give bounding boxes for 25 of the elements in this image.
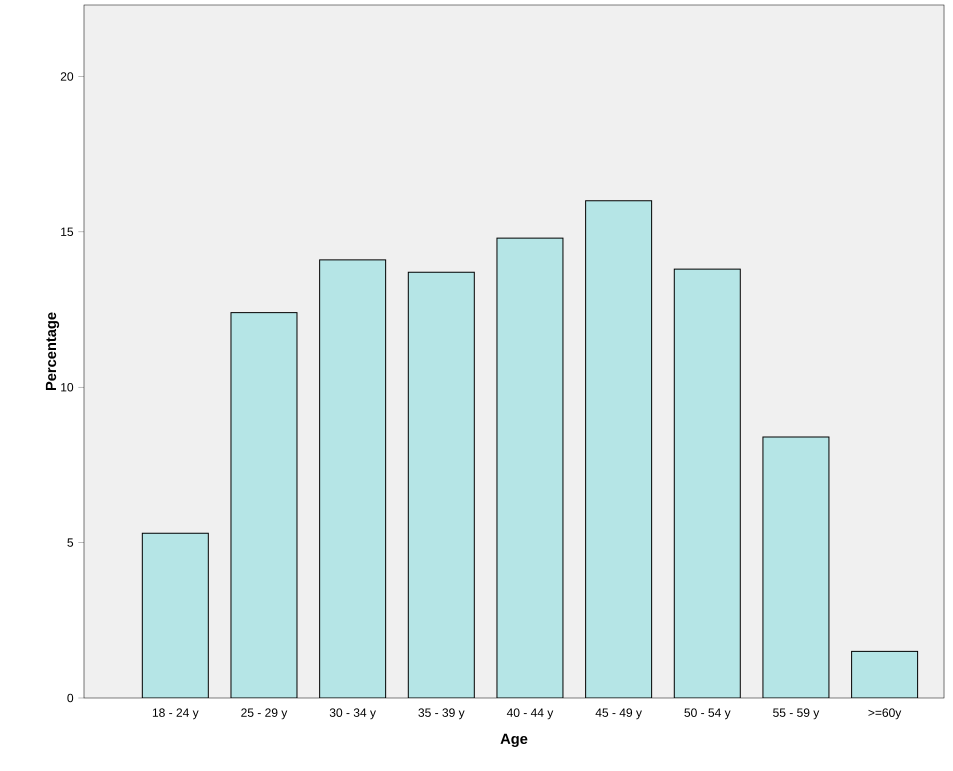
x-tick-label: 50 - 54 y [684, 708, 731, 720]
x-tick-label: 40 - 44 y [506, 708, 554, 720]
y-tick-label: 0 [67, 694, 74, 702]
y-tick-label: 5 [67, 538, 74, 547]
x-tick-label: >=60y [868, 708, 902, 720]
x-tick-label: 25 - 29 y [241, 708, 288, 720]
bar [586, 200, 652, 698]
x-tick-label: 55 - 59 y [773, 708, 820, 720]
bar [674, 269, 740, 698]
x-tick-label: 18 - 24 y [152, 708, 199, 720]
bar [762, 436, 829, 698]
x-tick-label: 45 - 49 y [596, 708, 642, 720]
x-tick-label: 30 - 34 y [330, 708, 376, 720]
bar [496, 238, 563, 698]
y-axis-title: Percentage [46, 312, 60, 390]
bar [230, 312, 297, 698]
x-tick-label: 35 - 39 y [418, 708, 465, 720]
bar [408, 272, 474, 698]
y-tick-label: 20 [60, 72, 74, 81]
x-axis-title: Age [500, 734, 528, 747]
bar [142, 533, 208, 698]
bar [320, 260, 386, 698]
y-tick-label: 10 [61, 382, 74, 392]
bar [851, 650, 918, 698]
y-tick-label: 15 [61, 228, 74, 236]
